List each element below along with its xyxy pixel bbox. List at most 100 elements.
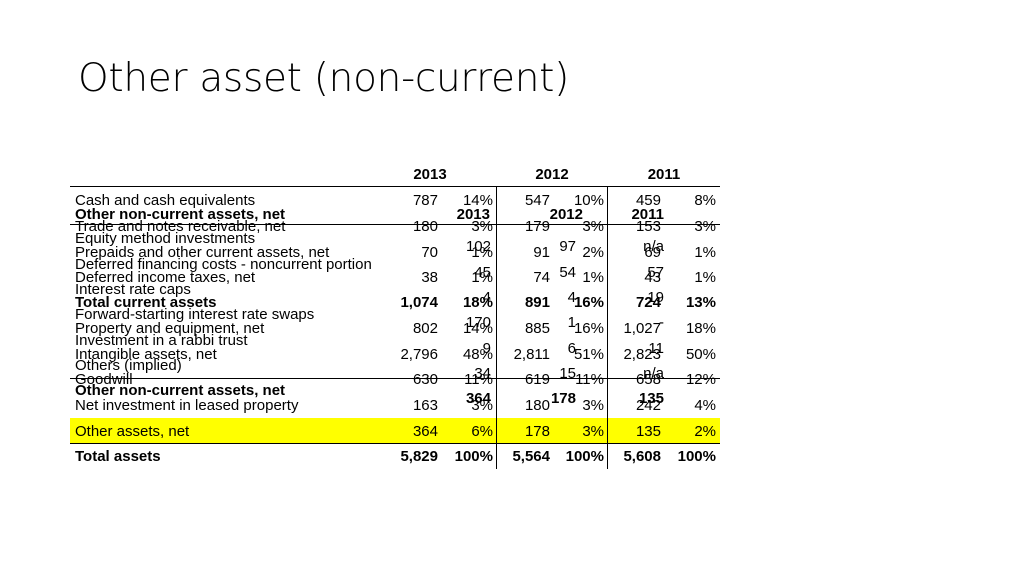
cell-v2013: 1,074 [400, 294, 438, 311]
cell-v2011: 135 [635, 423, 661, 440]
cell-v2013: 787 [412, 192, 438, 209]
overlay-cell-v2012: 6 [567, 340, 576, 357]
year-header-2013: 2013 [413, 166, 447, 183]
cell-v2011: 242 [635, 397, 661, 414]
cell-p2011: 50% [685, 346, 716, 363]
cell-v2011: 2,823 [623, 346, 661, 363]
overlay-cell-v2012: 54 [559, 264, 576, 281]
cell-p2012: 3% [582, 397, 604, 414]
cell-p2011: 3% [694, 218, 716, 235]
cell-p2011: 18% [685, 320, 716, 337]
cell-p2012: 51% [573, 346, 604, 363]
cell-p2013: 14% [462, 192, 493, 209]
row-label: Deferred income taxes, net [75, 269, 256, 286]
overlay-total-rule [70, 378, 720, 379]
cell-v2013: 364 [412, 423, 438, 440]
overlay-cell-v2012: 15 [559, 365, 576, 382]
overlay-year-2012: 2012 [549, 206, 583, 223]
cell-p2011: 12% [685, 371, 716, 388]
overlay-cell-v2012: 1 [567, 314, 576, 331]
cell-p2012: 10% [573, 192, 604, 209]
column-divider-2012 [607, 186, 608, 469]
cell-v2013: 180 [412, 218, 438, 235]
cell-p2012: 16% [573, 294, 604, 311]
overlay-cell-v2011: n/a [643, 238, 664, 255]
row-label: Total current assets [75, 294, 217, 311]
row-label: Property and equipment, net [75, 320, 265, 337]
overlay-cell-v2013: 102 [465, 238, 491, 255]
cell-p2013: 1% [471, 244, 493, 261]
cell-v2011: 459 [635, 192, 661, 209]
cell-v2011: 5,608 [623, 448, 661, 465]
cell-v2011: 724 [635, 294, 661, 311]
overlay-cell-v2013: 45 [474, 264, 491, 281]
overlay-cell-v2013: 34 [474, 365, 491, 382]
cell-v2012: 180 [524, 397, 550, 414]
year-header-2012: 2012 [535, 166, 569, 183]
overlay-row-label: Interest rate caps [75, 281, 191, 298]
overlay-cell-v2012: 178 [550, 390, 576, 407]
row-label: Prepaids and other current assets, net [75, 244, 330, 261]
overlay-cell-v2013: 364 [465, 390, 491, 407]
row-label: Other assets, net [75, 423, 190, 440]
cell-p2013: 6% [471, 423, 493, 440]
overlay-row-label: Other non-current assets, net [75, 382, 286, 399]
overlay-cell-v2011: 57 [647, 264, 664, 281]
cell-p2011: 8% [694, 192, 716, 209]
cell-v2013: 802 [412, 320, 438, 337]
cell-v2012: 74 [533, 269, 550, 286]
overlay-cell-v2011: 135 [638, 390, 664, 407]
cell-p2013: 14% [462, 320, 493, 337]
cell-v2013: 70 [421, 244, 438, 261]
cell-v2012: 891 [524, 294, 550, 311]
total-assets-rule [70, 443, 720, 444]
cell-p2012: 1% [582, 269, 604, 286]
overlay-year-2013: 2013 [456, 206, 490, 223]
row-label: Trade and notes receivable, net [75, 218, 286, 235]
cell-v2012: 547 [524, 192, 550, 209]
cell-p2013: 100% [454, 448, 493, 465]
overlay-cell-v2012: 97 [559, 238, 576, 255]
row-label: Total assets [75, 448, 161, 465]
overlay-cell-v2013: 9 [482, 340, 491, 357]
cell-p2011: 4% [694, 397, 716, 414]
row-label: Net investment in leased property [75, 397, 299, 414]
overlay-cell-v2013: 170 [465, 314, 491, 331]
cell-p2011: 1% [694, 269, 716, 286]
header-rule [70, 186, 720, 187]
overlay-cell-v2012: 4 [567, 289, 576, 306]
cell-v2012: 91 [533, 244, 550, 261]
overlay-row-label: Investment in a rabbi trust [75, 332, 248, 349]
cell-p2011: 2% [694, 423, 716, 440]
row-label: Intangible assets, net [75, 346, 217, 363]
overlay-row-label: Deferred financing costs - noncurrent po… [75, 256, 372, 273]
overlay-cell-v2011: - [659, 314, 664, 331]
slide-title: Other asset (non-current) [78, 56, 570, 101]
cell-p2013: 48% [462, 346, 493, 363]
year-header-2011: 2011 [647, 166, 681, 183]
cell-p2011: 13% [685, 294, 716, 311]
cell-p2013: 18% [462, 294, 493, 311]
row-label: Goodwill [75, 371, 133, 388]
cell-v2013: 630 [412, 371, 438, 388]
cell-v2011: 658 [635, 371, 661, 388]
cell-p2013: 3% [471, 218, 493, 235]
cell-p2011: 100% [677, 448, 716, 465]
cell-v2011: 1,027 [623, 320, 661, 337]
cell-v2012: 2,811 [513, 346, 550, 363]
cell-p2012: 2% [582, 244, 604, 261]
cell-v2013: 5,829 [400, 448, 438, 465]
overlay-cell-v2011: 19 [647, 289, 664, 306]
cell-v2013: 38 [421, 269, 438, 286]
cell-p2012: 3% [582, 423, 604, 440]
cell-v2013: 163 [412, 397, 438, 414]
cell-p2013: 11% [464, 371, 493, 388]
cell-p2013: 1% [471, 269, 493, 286]
overlay-row-label: Forward-starting interest rate swaps [75, 306, 315, 323]
cell-p2012: 16% [573, 320, 604, 337]
overlay-row-label: Others (implied) [75, 357, 182, 374]
cell-v2012: 5,564 [512, 448, 550, 465]
cell-p2012: 100% [565, 448, 604, 465]
cell-v2012: 619 [524, 371, 550, 388]
